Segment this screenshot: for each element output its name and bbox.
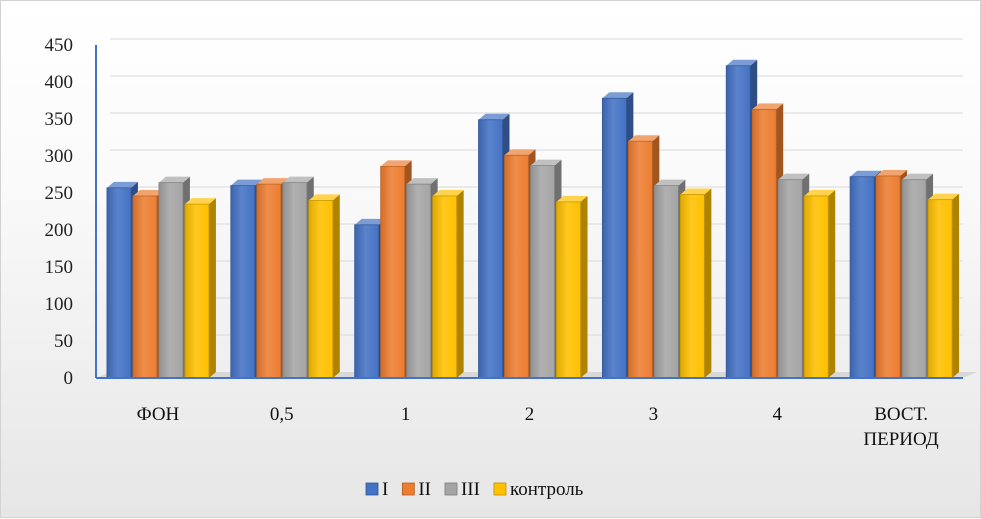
legend-swatch	[444, 482, 458, 496]
y-tick-label: 250	[45, 183, 74, 204]
y-tick-label: 450	[45, 35, 74, 56]
x-tick-label: 3	[649, 404, 659, 425]
x-tick-label: 1	[401, 404, 411, 425]
bar	[927, 193, 960, 379]
bar	[308, 194, 340, 379]
x-tick-label: ВОСТ.	[874, 404, 928, 425]
y-tick-label: 200	[45, 220, 74, 241]
legend-label: контроль	[510, 479, 584, 500]
y-tick-label: 0	[64, 368, 74, 389]
legend-label: II	[418, 479, 431, 500]
axes: 0 50 100 150 200 250 300 350 400 450 ФОН 0,5 1 2 3 4 ВОС…	[45, 35, 963, 450]
y-tick-label: 100	[45, 294, 74, 315]
legend-swatch	[401, 482, 415, 496]
y-tick-label: 150	[45, 257, 74, 278]
x-tick-label: ПЕРИОД	[863, 429, 938, 450]
x-tick-label: 0,5	[270, 404, 294, 425]
bar	[803, 189, 836, 379]
x-tick-label: 4	[772, 404, 782, 425]
y-tick-label: 350	[45, 109, 74, 130]
x-tick-label: 2	[525, 404, 535, 425]
legend-label: I	[382, 479, 388, 500]
legend: I II III контроль	[365, 479, 584, 500]
legend-swatch	[365, 482, 379, 496]
y-tick-label: 400	[45, 72, 74, 93]
bar	[556, 195, 588, 379]
bar	[184, 198, 216, 379]
legend-swatch	[493, 482, 507, 496]
bar	[432, 189, 464, 379]
y-tick-label: 50	[54, 331, 73, 352]
legend-label: III	[461, 479, 480, 500]
bars	[106, 59, 960, 379]
bar	[679, 188, 712, 379]
x-tick-label: ФОН	[137, 404, 180, 425]
y-tick-label: 300	[45, 146, 74, 167]
